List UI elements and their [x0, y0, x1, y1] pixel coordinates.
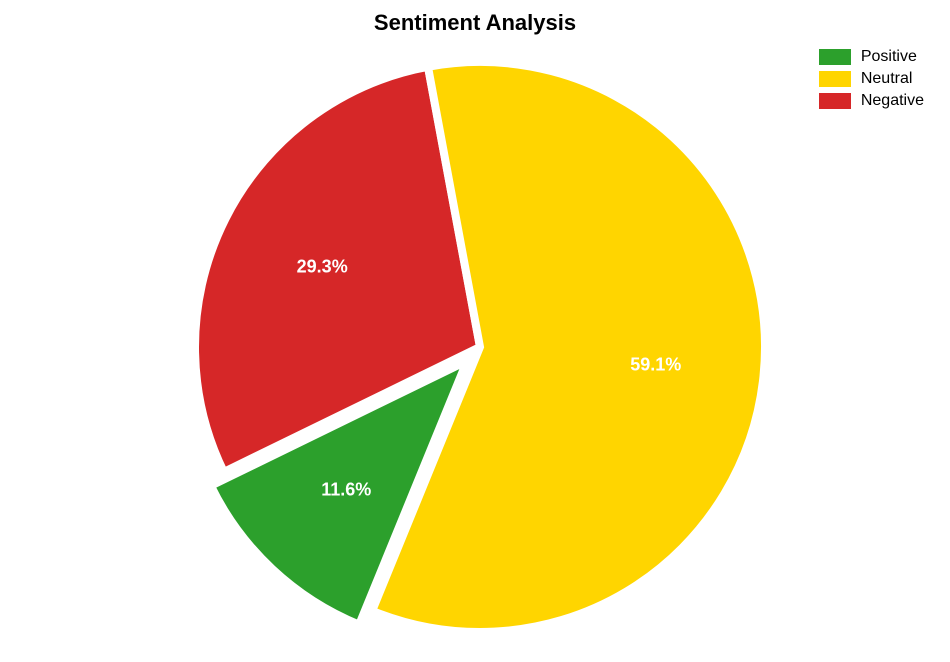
legend-swatch-positive [819, 49, 851, 65]
slice-label-positive: 11.6% [321, 479, 371, 500]
legend-item-negative: Negative [819, 92, 924, 110]
legend: Positive Neutral Negative [819, 48, 924, 114]
slice-label-neutral: 59.1% [630, 355, 681, 376]
legend-label-neutral: Neutral [861, 70, 913, 88]
chart-container: Sentiment Analysis Positive Neutral Negati… [0, 0, 950, 662]
pie-chart [195, 62, 765, 632]
slice-label-negative: 29.3% [297, 257, 348, 278]
legend-item-neutral: Neutral [819, 70, 924, 88]
legend-label-negative: Negative [861, 92, 924, 110]
chart-title: Sentiment Analysis [0, 10, 950, 36]
legend-item-positive: Positive [819, 48, 924, 66]
legend-swatch-neutral [819, 71, 851, 87]
legend-label-positive: Positive [861, 48, 917, 66]
legend-swatch-negative [819, 93, 851, 109]
